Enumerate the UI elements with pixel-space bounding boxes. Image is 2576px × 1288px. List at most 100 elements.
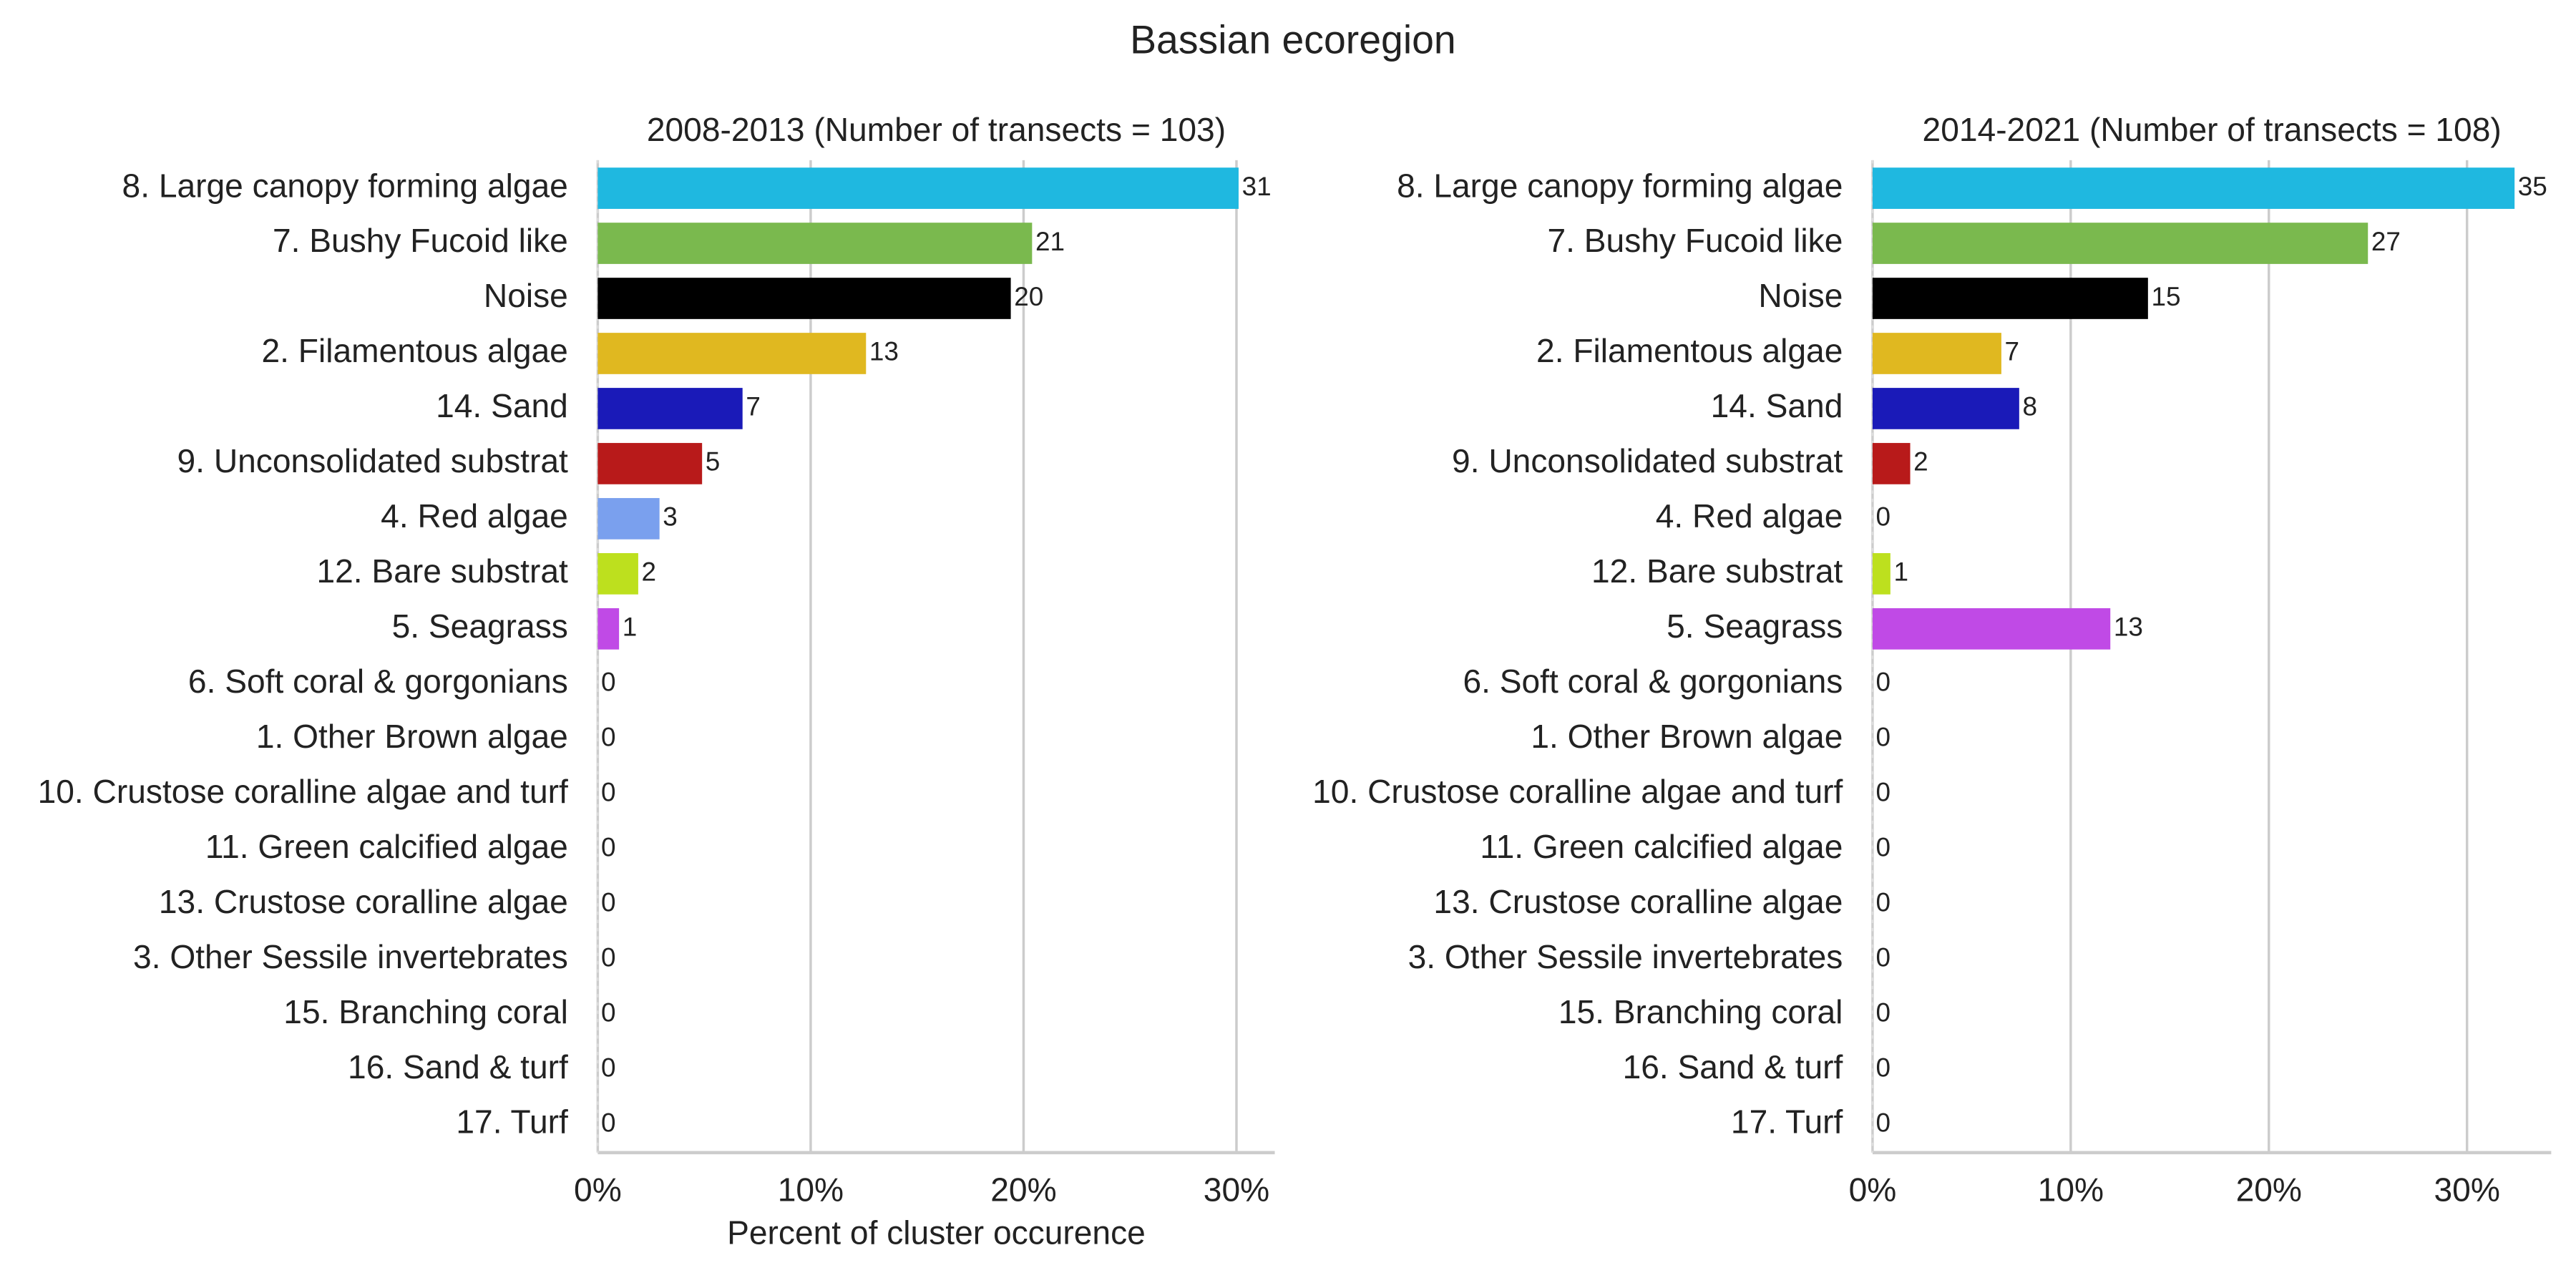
value-label: 0: [1876, 502, 1891, 532]
y-tick-label: 7. Bushy Fucoid like: [273, 222, 568, 259]
bar: [1872, 443, 1911, 484]
x-tick-label: 10%: [778, 1171, 844, 1208]
y-tick-label: 15. Branching coral: [283, 993, 568, 1030]
y-tick-label: 5. Seagrass: [1667, 608, 1843, 645]
value-label: 2: [1913, 447, 1928, 477]
y-tick-label: 14. Sand: [436, 387, 568, 424]
value-label: 13: [869, 337, 899, 366]
y-tick-label: 16. Sand & turf: [1623, 1048, 1843, 1085]
y-tick-label: 16. Sand & turf: [348, 1048, 568, 1085]
bar: [597, 498, 660, 540]
x-tick-label: 0%: [574, 1171, 622, 1208]
y-tick-label: 8. Large canopy forming algae: [122, 167, 568, 204]
bar: [597, 333, 867, 374]
y-tick-label: 11. Green calcified algae: [1480, 828, 1843, 865]
y-tick-label: Noise: [1758, 277, 1843, 314]
value-label: 0: [1876, 668, 1891, 697]
bar: [1872, 388, 2019, 429]
x-tick-label: 0%: [1849, 1171, 1897, 1208]
y-tick-label: Noise: [484, 277, 568, 314]
bar: [1872, 167, 2515, 209]
value-label: 0: [1876, 1108, 1891, 1137]
value-label: 0: [1876, 832, 1891, 862]
y-tick-label: 17. Turf: [456, 1103, 568, 1141]
value-label: 27: [2371, 227, 2401, 256]
subplot-title: 2014-2021 (Number of transects = 108): [1923, 111, 2502, 148]
subplot-title: 2008-2013 (Number of transects = 103): [647, 111, 1226, 148]
y-tick-label: 2. Filamentous algae: [262, 332, 568, 369]
bar: [597, 553, 638, 595]
value-label: 2: [642, 557, 657, 587]
value-label: 0: [1876, 942, 1891, 972]
x-tick-label: 20%: [2236, 1171, 2302, 1208]
bar: [597, 388, 743, 429]
bar: [597, 167, 1239, 209]
value-label: 0: [1876, 723, 1891, 752]
value-label: 21: [1035, 227, 1065, 256]
value-label: 0: [1876, 997, 1891, 1027]
y-tick-label: 12. Bare substrat: [1591, 552, 1843, 590]
value-label: 0: [601, 942, 616, 972]
y-tick-label: 14. Sand: [1711, 387, 1843, 424]
y-tick-label: 8. Large canopy forming algae: [1397, 167, 1843, 204]
bar: [597, 278, 1011, 319]
x-tick-label: 30%: [2434, 1171, 2500, 1208]
bar: [597, 223, 1033, 264]
y-tick-label: 4. Red algae: [1656, 497, 1843, 535]
y-tick-label: 3. Other Sessile invertebrates: [133, 938, 568, 975]
y-tick-label: 10. Crustose coralline algae and turf: [38, 773, 568, 810]
y-tick-label: 12. Bare substrat: [316, 552, 568, 590]
y-tick-label: 2. Filamentous algae: [1536, 332, 1843, 369]
value-label: 0: [601, 832, 616, 862]
value-label: 5: [706, 447, 721, 477]
y-tick-label: 13. Crustose coralline algae: [159, 883, 568, 920]
value-label: 35: [2518, 172, 2547, 201]
value-label: 15: [2151, 282, 2180, 311]
bar: [1872, 278, 2148, 319]
value-label: 0: [601, 997, 616, 1027]
value-label: 0: [601, 723, 616, 752]
y-tick-label: 1. Other Brown algae: [256, 718, 568, 755]
value-label: 8: [2022, 392, 2037, 421]
value-label: 0: [601, 887, 616, 917]
x-tick-label: 20%: [990, 1171, 1056, 1208]
y-tick-label: 3. Other Sessile invertebrates: [1408, 938, 1843, 975]
bar: [597, 443, 703, 484]
value-label: 0: [1876, 887, 1891, 917]
value-label: 20: [1014, 282, 1043, 311]
bar: [1872, 553, 1890, 595]
bar: [1872, 223, 2368, 264]
y-tick-label: 7. Bushy Fucoid like: [1547, 222, 1843, 259]
y-tick-label: 4. Red algae: [381, 497, 568, 535]
x-axis-label: Percent of cluster occurence: [727, 1214, 1146, 1251]
value-label: 7: [746, 392, 761, 421]
value-label: 0: [1876, 1053, 1891, 1082]
y-tick-label: 6. Soft coral & gorgonians: [1463, 663, 1843, 700]
x-tick-label: 30%: [1204, 1171, 1269, 1208]
y-tick-label: 5. Seagrass: [392, 608, 568, 645]
bar: [1872, 333, 2001, 374]
value-label: 1: [1893, 557, 1908, 587]
y-tick-label: 1. Other Brown algae: [1531, 718, 1843, 755]
value-label: 0: [601, 1053, 616, 1082]
figure-title: Bassian ecoregion: [1130, 18, 1456, 62]
value-label: 0: [1876, 777, 1891, 806]
y-tick-label: 9. Unconsolidated substrat: [1452, 442, 1843, 479]
value-label: 13: [2114, 613, 2143, 642]
x-tick-label: 10%: [2038, 1171, 2104, 1208]
y-tick-label: 13. Crustose coralline algae: [1433, 883, 1843, 920]
value-label: 7: [2005, 337, 2020, 366]
bar: [1872, 608, 2111, 650]
value-label: 1: [623, 613, 638, 642]
y-tick-label: 11. Green calcified algae: [205, 828, 568, 865]
y-tick-label: 9. Unconsolidated substrat: [177, 442, 569, 479]
value-label: 3: [663, 502, 678, 532]
value-label: 0: [601, 1108, 616, 1137]
y-tick-label: 17. Turf: [1731, 1103, 1843, 1141]
y-tick-label: 6. Soft coral & gorgonians: [188, 663, 568, 700]
bar: [597, 608, 620, 650]
value-label: 0: [601, 777, 616, 806]
y-tick-label: 15. Branching coral: [1558, 993, 1843, 1030]
value-label: 31: [1242, 172, 1272, 201]
